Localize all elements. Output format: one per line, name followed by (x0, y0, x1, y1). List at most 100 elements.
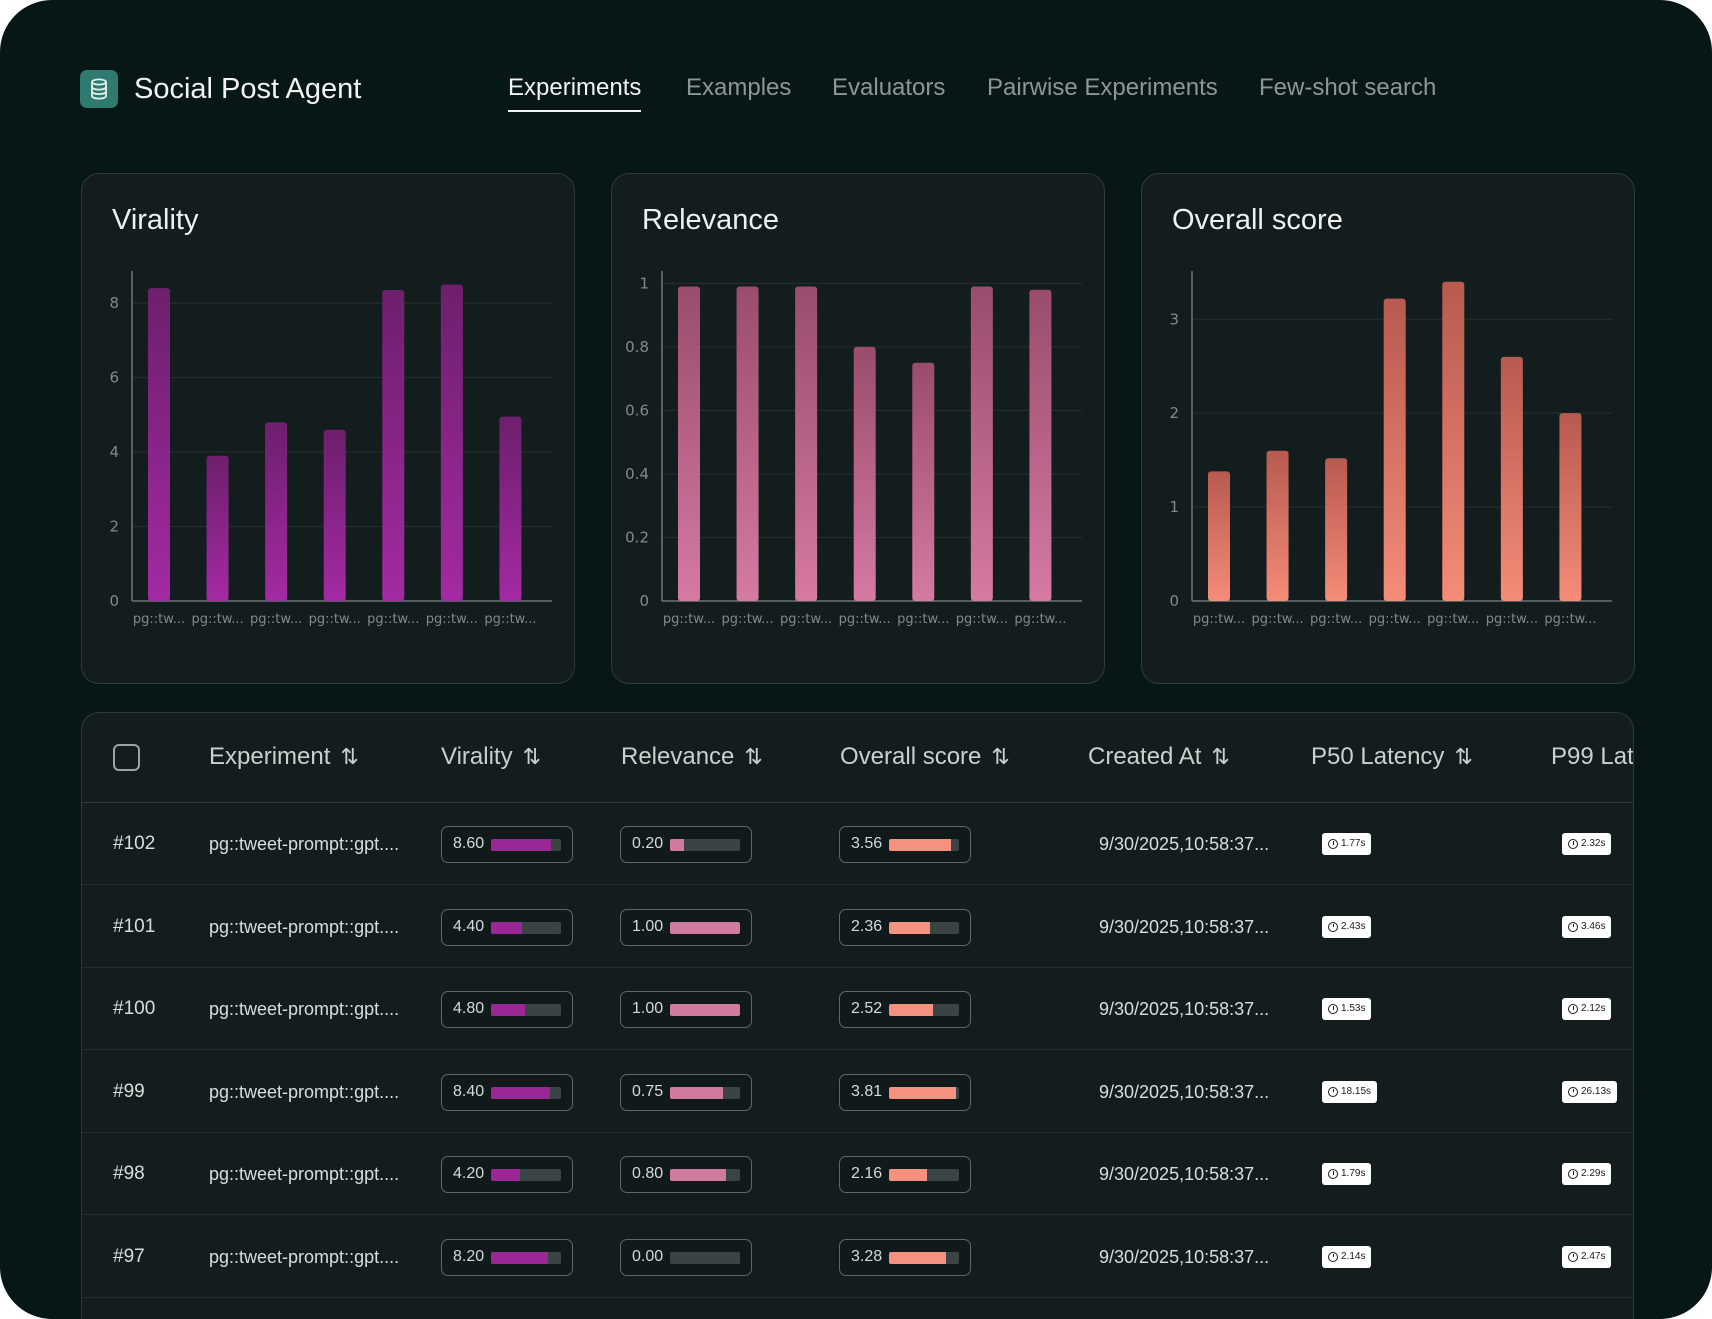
clock-icon (1568, 1004, 1578, 1014)
table-row[interactable]: #101 pg::tweet-prompt::gpt.... 4.40 1.00 2.3… (82, 886, 1633, 968)
y-tick-label: 6 (109, 369, 119, 387)
sort-icon[interactable]: ⇅ (991, 744, 1010, 769)
p99-latency-badge: 3.46s (1562, 915, 1612, 938)
virality-value: 8.20 (453, 1247, 485, 1265)
virality-bar-track (491, 1086, 561, 1099)
bar (440, 284, 463, 601)
overall-bar-track (889, 1169, 959, 1181)
x-tick-label: pg::tw... (1193, 612, 1245, 627)
clock-icon (1568, 1086, 1578, 1097)
experiment-name[interactable]: pg::tweet-prompt::gpt.... (209, 1246, 400, 1267)
p50-latency-badge: 2.43s (1322, 915, 1372, 938)
relevance-value: 0.80 (632, 1165, 664, 1182)
header-relevance[interactable]: Relevance ⇅ (621, 743, 763, 770)
table-row[interactable]: #98 pg::tweet-prompt::gpt.... 4.20 0.80 2.16… (82, 1133, 1633, 1215)
header-virality[interactable]: Virality ⇅ (441, 743, 542, 770)
p50-latency-badge: 2.14s (1322, 1245, 1372, 1268)
p50-latency-badge: 1.77s (1322, 833, 1372, 855)
p99-latency-value: 2.32s (1581, 838, 1606, 849)
virality-score: 8.60 (441, 826, 573, 863)
tab-pairwise-experiments[interactable]: Pairwise Experiments (987, 74, 1218, 101)
x-tick-label: pg::tw... (426, 612, 478, 627)
relevance-score: 1.00 (620, 991, 752, 1028)
x-tick-label: pg::tw... (897, 612, 949, 627)
table-row[interactable]: #99 pg::tweet-prompt::gpt.... 8.40 0.75 3.81… (82, 1051, 1633, 1133)
p50-latency-value: 1.79s (1341, 1168, 1366, 1179)
experiment-name[interactable]: pg::tweet-prompt::gpt.... (209, 999, 400, 1019)
virality-bar-fill (491, 1169, 521, 1181)
x-tick-label: pg::tw... (133, 612, 185, 627)
bar (206, 455, 229, 601)
overall-bar-fill (889, 921, 931, 934)
header-p50-latency[interactable]: P50 Latency ⇅ (1311, 743, 1473, 770)
table-row[interactable]: #97 pg::tweet-prompt::gpt.... 8.20 0.00 3.28… (82, 1216, 1633, 1298)
header-created-at[interactable]: Created At ⇅ (1088, 743, 1230, 770)
experiment-name[interactable]: pg::tweet-prompt::gpt.... (209, 916, 400, 937)
clock-icon (1568, 1169, 1578, 1179)
select-all-checkbox[interactable] (113, 744, 140, 771)
p99-latency-badge: 26.13s (1562, 1080, 1618, 1103)
y-tick-label: 3 (1169, 310, 1179, 328)
relevance-chart-card: Relevance 0 0.2 0.4 0.6 0.8 1 pg::tw... pg::tw.… (611, 173, 1105, 684)
x-tick-label: pg::tw... (367, 612, 419, 627)
virality-score: 8.20 (441, 1238, 573, 1276)
overall-score: 2.36 (839, 908, 971, 946)
sort-icon[interactable]: ⇅ (1454, 744, 1473, 769)
created-at: 9/30/2025,10:58:37... (1099, 999, 1270, 1019)
sort-icon[interactable]: ⇅ (1211, 744, 1230, 769)
tab-few-shot-search[interactable]: Few-shot search (1259, 74, 1437, 101)
y-tick-label: 0 (109, 592, 119, 610)
table-header: Experiment ⇅ Virality ⇅ Relevance ⇅ Overall… (82, 713, 1633, 803)
bar (1029, 289, 1052, 601)
x-tick-label: pg::tw... (250, 612, 302, 627)
relevance-bar-fill (670, 1169, 726, 1181)
overall-value: 2.36 (851, 917, 883, 935)
sort-icon[interactable]: ⇅ (744, 744, 763, 769)
overall-bar-track (889, 921, 959, 934)
virality-score: 4.20 (441, 1156, 573, 1193)
x-tick-label: pg::tw... (721, 612, 773, 627)
x-tick-label: pg::tw... (1486, 612, 1538, 627)
experiment-id: #101 (113, 915, 156, 937)
tab-experiments[interactable]: Experiments (508, 70, 642, 112)
bar (1383, 298, 1406, 601)
tab-evaluators[interactable]: Evaluators (832, 74, 946, 101)
clock-icon (1328, 921, 1338, 932)
clock-icon (1568, 839, 1578, 849)
x-tick-label: pg::tw... (1544, 612, 1596, 627)
x-tick-label: pg::tw... (1427, 612, 1479, 627)
p99-latency-badge: 2.29s (1562, 1163, 1612, 1185)
overall-score: 2.52 (839, 991, 971, 1028)
clock-icon (1328, 839, 1338, 849)
sort-icon[interactable]: ⇅ (340, 744, 359, 769)
overall-bar-fill (889, 1086, 956, 1099)
sort-icon[interactable]: ⇅ (522, 744, 542, 769)
p99-latency-badge: 2.12s (1562, 998, 1612, 1020)
relevance-bar-track (670, 1169, 740, 1181)
virality-bar-fill (491, 1086, 550, 1099)
table-row[interactable]: #100 pg::tweet-prompt::gpt.... 4.80 1.00 2.5… (82, 968, 1633, 1050)
bar (323, 429, 346, 601)
bar (1559, 413, 1582, 601)
overall-value: 3.28 (851, 1247, 883, 1265)
p99-latency-badge: 2.32s (1562, 833, 1612, 855)
overall-score: 3.81 (839, 1073, 971, 1111)
experiment-name[interactable]: pg::tweet-prompt::gpt.... (209, 1164, 400, 1184)
bar (265, 422, 288, 601)
experiment-name[interactable]: pg::tweet-prompt::gpt.... (209, 834, 400, 854)
table-row[interactable]: #102 pg::tweet-prompt::gpt.... 8.60 0.20 3.5… (82, 803, 1633, 885)
tab-examples[interactable]: Examples (686, 74, 792, 101)
header-overall-score[interactable]: Overall score ⇅ (840, 743, 1010, 770)
relevance-bar-track (670, 1251, 740, 1264)
header-p99-latency[interactable]: P99 Lat (1551, 743, 1634, 770)
experiment-name[interactable]: pg::tweet-prompt::gpt.... (209, 1081, 400, 1102)
bar (970, 286, 993, 601)
header-experiment[interactable]: Experiment ⇅ (209, 743, 359, 770)
virality-bar-track (491, 921, 561, 934)
overall-score: 3.56 (839, 826, 971, 863)
x-tick-label: pg::tw... (1014, 612, 1066, 627)
relevance-score: 0.80 (620, 1156, 752, 1193)
relevance-bar-fill (670, 1086, 723, 1099)
y-tick-label: 0 (639, 592, 649, 610)
relevance-bar-fill (670, 921, 740, 934)
